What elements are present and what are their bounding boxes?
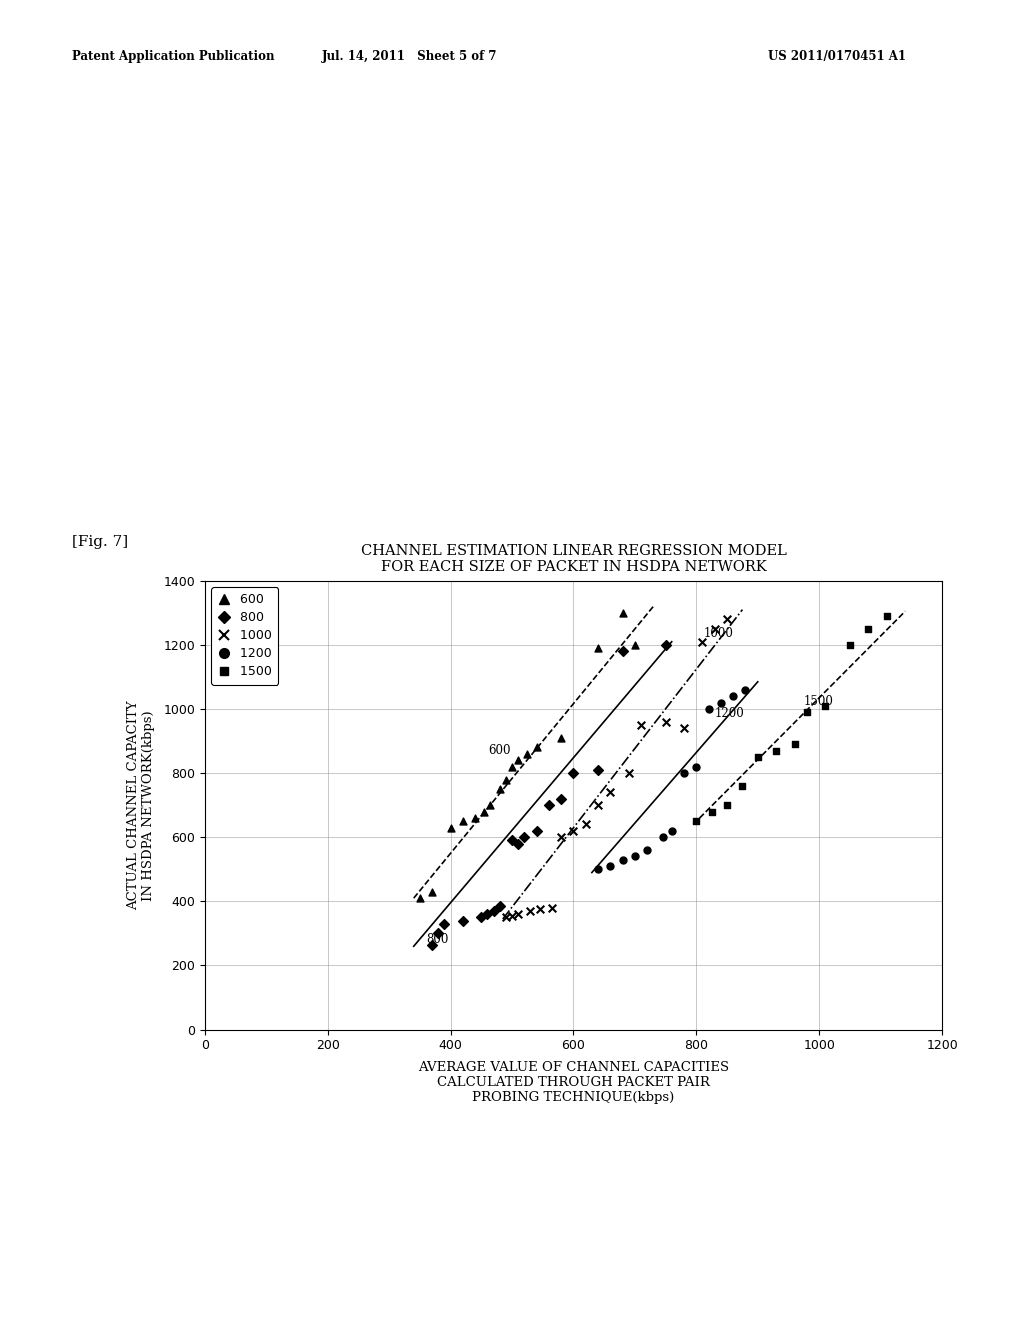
Point	[602, 855, 618, 876]
Point	[522, 900, 539, 921]
X-axis label: AVERAGE VALUE OF CHANNEL CAPACITIES
CALCULATED THROUGH PACKET PAIR
PROBING TECHN: AVERAGE VALUE OF CHANNEL CAPACITIES CALC…	[418, 1061, 729, 1104]
Point	[633, 714, 649, 735]
Point	[688, 810, 705, 832]
Point	[614, 640, 631, 661]
Point	[768, 741, 784, 762]
Point	[485, 900, 502, 921]
Point	[424, 882, 440, 903]
Point	[719, 609, 735, 630]
Point	[676, 763, 692, 784]
Point	[719, 795, 735, 816]
Point	[424, 935, 440, 956]
Point	[590, 638, 606, 659]
Point	[498, 770, 514, 791]
Point	[473, 907, 489, 928]
Point	[657, 711, 674, 733]
Point	[614, 849, 631, 870]
Point	[553, 727, 569, 748]
Text: Jul. 14, 2011   Sheet 5 of 7: Jul. 14, 2011 Sheet 5 of 7	[322, 50, 498, 63]
Point	[657, 635, 674, 656]
Point	[544, 898, 560, 919]
Point	[734, 775, 751, 796]
Point	[467, 808, 483, 829]
Legend:  600,  800,  1000,  1200,  1500: 600, 800, 1000, 1200, 1500	[211, 587, 279, 685]
Point	[737, 680, 754, 701]
Point	[879, 606, 895, 627]
Point	[627, 846, 643, 867]
Point	[565, 820, 582, 841]
Point	[510, 750, 526, 771]
Point	[602, 781, 618, 803]
Point	[639, 840, 655, 861]
Point	[479, 904, 496, 925]
Point	[455, 810, 471, 832]
Point	[713, 692, 729, 713]
Point	[590, 759, 606, 780]
Text: [Fig. 7]: [Fig. 7]	[72, 535, 128, 549]
Point	[725, 685, 741, 706]
Point	[700, 698, 717, 719]
Point	[842, 635, 858, 656]
Point	[614, 602, 631, 623]
Point	[531, 899, 548, 920]
Point	[553, 826, 569, 847]
Point	[707, 618, 723, 639]
Point	[498, 907, 514, 928]
Point	[482, 795, 499, 816]
Point	[476, 801, 493, 822]
Point	[510, 904, 526, 925]
Point	[750, 747, 766, 768]
Point	[786, 734, 803, 755]
Point	[578, 814, 594, 836]
Point	[504, 756, 520, 777]
Point	[412, 887, 428, 908]
Point	[694, 631, 711, 652]
Text: 1500: 1500	[804, 694, 834, 708]
Text: 600: 600	[488, 744, 511, 758]
Text: Patent Application Publication: Patent Application Publication	[72, 50, 274, 63]
Point	[627, 635, 643, 656]
Point	[430, 923, 446, 944]
Point	[799, 702, 815, 723]
Point	[504, 830, 520, 851]
Text: US 2011/0170451 A1: US 2011/0170451 A1	[768, 50, 906, 63]
Point	[676, 718, 692, 739]
Point	[541, 795, 557, 816]
Point	[492, 779, 508, 800]
Title: CHANNEL ESTIMATION LINEAR REGRESSION MODEL
FOR EACH SIZE OF PACKET IN HSDPA NETW: CHANNEL ESTIMATION LINEAR REGRESSION MOD…	[360, 544, 786, 574]
Y-axis label: ACTUAL CHANNEL CAPACITY
IN HSDPA NETWORK(kbps): ACTUAL CHANNEL CAPACITY IN HSDPA NETWORK…	[127, 701, 155, 909]
Point	[860, 618, 877, 639]
Point	[510, 833, 526, 854]
Point	[590, 795, 606, 816]
Point	[455, 909, 471, 931]
Point	[688, 756, 705, 777]
Point	[528, 820, 545, 841]
Point	[519, 743, 536, 764]
Text: 800: 800	[426, 933, 449, 946]
Text: 1000: 1000	[703, 627, 733, 640]
Point	[516, 826, 532, 847]
Point	[590, 859, 606, 880]
Point	[442, 817, 459, 838]
Point	[436, 913, 453, 935]
Point	[654, 826, 671, 847]
Point	[553, 788, 569, 809]
Text: 1200: 1200	[715, 708, 744, 721]
Point	[504, 906, 520, 927]
Point	[492, 895, 508, 916]
Point	[703, 801, 720, 822]
Point	[664, 820, 680, 841]
Point	[528, 737, 545, 758]
Point	[817, 696, 834, 717]
Point	[565, 763, 582, 784]
Point	[621, 763, 637, 784]
